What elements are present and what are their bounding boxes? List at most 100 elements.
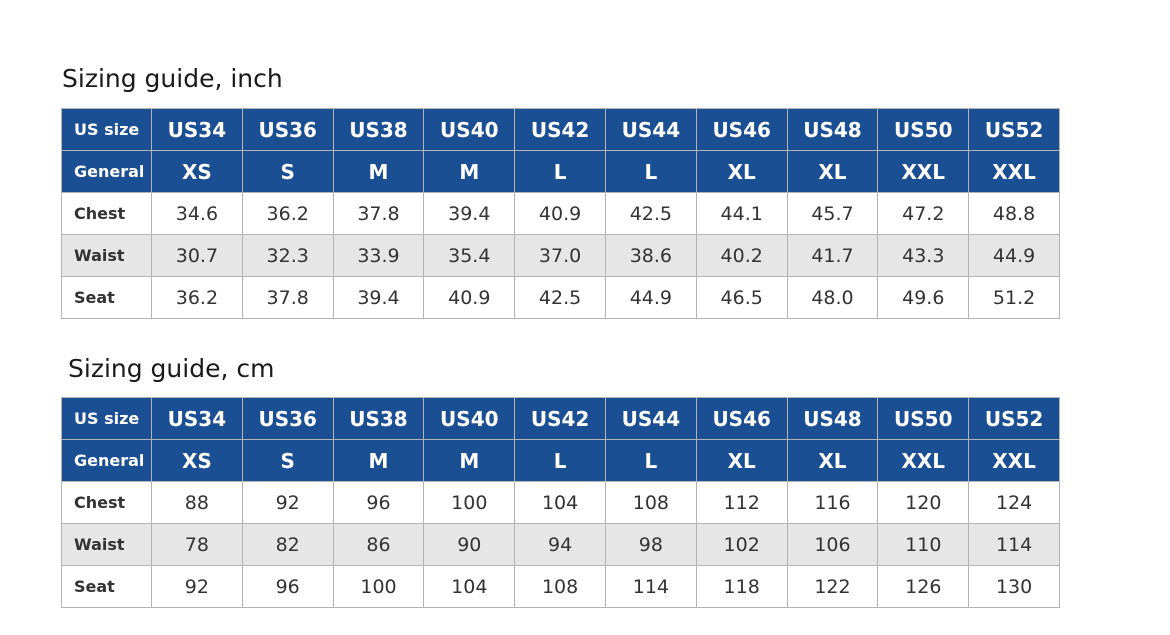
us-size-cell: US40 xyxy=(423,108,516,151)
general-size-cell: XS xyxy=(151,439,243,482)
measurement-cell: 90 xyxy=(423,523,516,566)
measurement-cell: 37.8 xyxy=(332,192,425,235)
seat-row: Seat 92 96 100 104 108 114 118 122 126 1… xyxy=(61,565,1060,608)
measurement-cell: 44.9 xyxy=(968,234,1060,277)
us-size-cell: US48 xyxy=(786,108,879,151)
general-size-cell: XS xyxy=(151,150,243,193)
us-size-row: US size US34 US36 US38 US40 US42 US44 US… xyxy=(61,108,1060,151)
measurement-cell: 48.0 xyxy=(786,276,879,319)
measurement-cell: 33.9 xyxy=(332,234,425,277)
chest-row: Chest 34.6 36.2 37.8 39.4 40.9 42.5 44.1… xyxy=(61,192,1060,235)
us-size-cell: US44 xyxy=(604,397,697,440)
general-size-cell: XL xyxy=(695,439,788,482)
us-size-cell: US52 xyxy=(968,108,1060,151)
measurement-cell: 40.2 xyxy=(695,234,788,277)
waist-row: Waist 78 82 86 90 94 98 102 106 110 114 xyxy=(61,523,1060,566)
general-size-cell: L xyxy=(514,150,606,193)
chest-row: Chest 88 92 96 100 104 108 112 116 120 1… xyxy=(61,481,1060,524)
general-size-cell: XXL xyxy=(968,150,1060,193)
measurement-cell: 86 xyxy=(332,523,425,566)
us-size-cell: US46 xyxy=(695,108,788,151)
us-size-cell: US42 xyxy=(514,108,606,151)
measurement-cell: 51.2 xyxy=(968,276,1060,319)
general-size-cell: XL xyxy=(695,150,788,193)
us-size-cell: US40 xyxy=(423,397,516,440)
measurement-cell: 39.4 xyxy=(423,192,516,235)
measurement-cell: 126 xyxy=(877,565,970,608)
us-size-cell: US48 xyxy=(786,397,879,440)
seat-label: Seat xyxy=(61,276,152,319)
measurement-cell: 42.5 xyxy=(604,192,697,235)
us-size-cell: US36 xyxy=(241,397,334,440)
general-size-cell: XXL xyxy=(877,439,970,482)
cm-guide-title: Sizing guide, cm xyxy=(68,354,275,383)
general-size-cell: XXL xyxy=(968,439,1060,482)
measurement-cell: 102 xyxy=(695,523,788,566)
us-size-cell: US50 xyxy=(877,397,970,440)
us-size-label: US size xyxy=(61,108,152,151)
measurement-cell: 44.9 xyxy=(604,276,697,319)
waist-row: Waist 30.7 32.3 33.9 35.4 37.0 38.6 40.2… xyxy=(61,234,1060,277)
us-size-cell: US36 xyxy=(241,108,334,151)
chest-label: Chest xyxy=(61,481,152,524)
seat-label: Seat xyxy=(61,565,152,608)
measurement-cell: 42.5 xyxy=(514,276,606,319)
measurement-cell: 96 xyxy=(332,481,425,524)
measurement-cell: 36.2 xyxy=(151,276,243,319)
measurement-cell: 118 xyxy=(695,565,788,608)
measurement-cell: 40.9 xyxy=(514,192,606,235)
measurement-cell: 108 xyxy=(514,565,606,608)
general-size-row: General XS S M M L L XL XL XXL XXL xyxy=(61,439,1060,482)
measurement-cell: 100 xyxy=(423,481,516,524)
measurement-cell: 98 xyxy=(604,523,697,566)
us-size-cell: US46 xyxy=(695,397,788,440)
us-size-cell: US34 xyxy=(151,108,243,151)
measurement-cell: 36.2 xyxy=(241,192,334,235)
general-label: General xyxy=(61,150,152,193)
measurement-cell: 124 xyxy=(968,481,1060,524)
measurement-cell: 106 xyxy=(786,523,879,566)
measurement-cell: 49.6 xyxy=(877,276,970,319)
measurement-cell: 78 xyxy=(151,523,243,566)
waist-label: Waist xyxy=(61,523,152,566)
measurement-cell: 122 xyxy=(786,565,879,608)
measurement-cell: 43.3 xyxy=(877,234,970,277)
measurement-cell: 48.8 xyxy=(968,192,1060,235)
measurement-cell: 104 xyxy=(514,481,606,524)
measurement-cell: 30.7 xyxy=(151,234,243,277)
measurement-cell: 130 xyxy=(968,565,1060,608)
inch-guide-title: Sizing guide, inch xyxy=(62,64,283,93)
measurement-cell: 88 xyxy=(151,481,243,524)
general-size-cell: XL xyxy=(786,439,879,482)
general-size-cell: S xyxy=(241,439,334,482)
us-size-cell: US38 xyxy=(332,108,425,151)
us-size-cell: US52 xyxy=(968,397,1060,440)
us-size-cell: US44 xyxy=(604,108,697,151)
measurement-cell: 38.6 xyxy=(604,234,697,277)
measurement-cell: 45.7 xyxy=(786,192,879,235)
measurement-cell: 37.0 xyxy=(514,234,606,277)
us-size-cell: US38 xyxy=(332,397,425,440)
measurement-cell: 114 xyxy=(968,523,1060,566)
measurement-cell: 112 xyxy=(695,481,788,524)
general-size-cell: S xyxy=(241,150,334,193)
measurement-cell: 114 xyxy=(604,565,697,608)
us-size-label: US size xyxy=(61,397,152,440)
measurement-cell: 82 xyxy=(241,523,334,566)
measurement-cell: 92 xyxy=(151,565,243,608)
general-size-cell: M xyxy=(423,150,516,193)
measurement-cell: 108 xyxy=(604,481,697,524)
general-size-cell: XXL xyxy=(877,150,970,193)
measurement-cell: 100 xyxy=(332,565,425,608)
measurement-cell: 46.5 xyxy=(695,276,788,319)
general-label: General xyxy=(61,439,152,482)
general-size-row: General XS S M M L L XL XL XXL XXL xyxy=(61,150,1060,193)
general-size-cell: L xyxy=(604,150,697,193)
measurement-cell: 116 xyxy=(786,481,879,524)
inch-sizing-table: US size US34 US36 US38 US40 US42 US44 US… xyxy=(61,108,1060,319)
measurement-cell: 39.4 xyxy=(332,276,425,319)
cm-sizing-table: US size US34 US36 US38 US40 US42 US44 US… xyxy=(61,397,1060,608)
measurement-cell: 41.7 xyxy=(786,234,879,277)
us-size-cell: US34 xyxy=(151,397,243,440)
measurement-cell: 44.1 xyxy=(695,192,788,235)
